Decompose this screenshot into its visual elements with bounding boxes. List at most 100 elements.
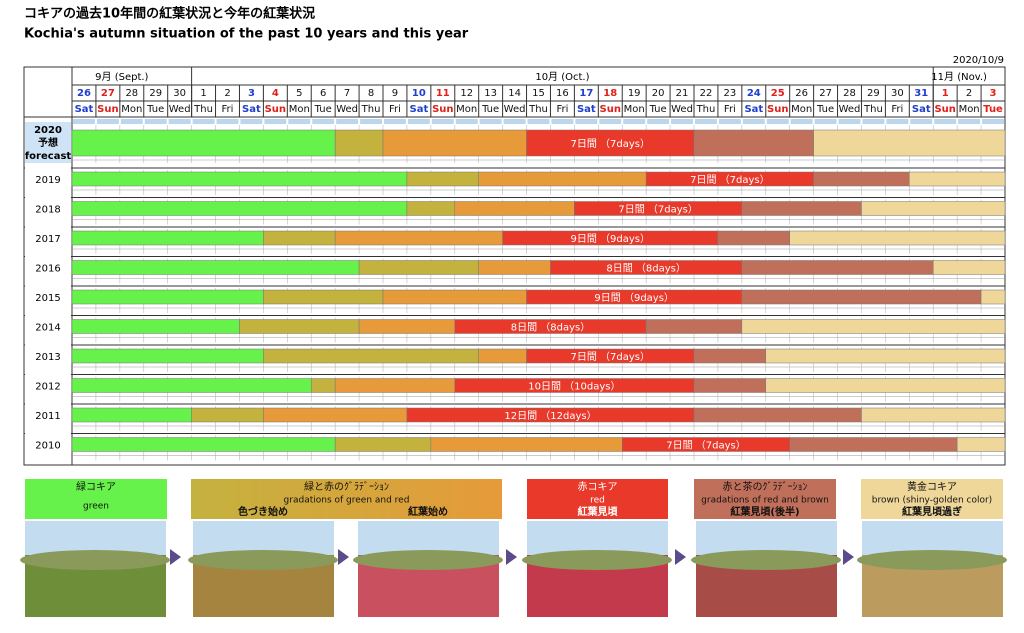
- day-label: 31: [914, 88, 928, 99]
- legend-title: 緑コキア: [76, 480, 116, 493]
- year-label: 2012: [35, 382, 60, 393]
- weekday-label: Mon: [456, 104, 477, 115]
- strip-cell: [144, 119, 167, 124]
- weekday-label: Thu: [863, 104, 883, 115]
- strip-cell: [240, 119, 263, 124]
- stage-bar: [239, 319, 360, 334]
- year-cell: [25, 373, 71, 402]
- weekday-label: Thu: [696, 104, 716, 115]
- stage-bar: [71, 319, 240, 334]
- strip-cell: [766, 119, 789, 124]
- strip-cell: [982, 119, 1004, 124]
- date: 2020/10/9: [953, 55, 1004, 66]
- weekday-label: Tue: [816, 104, 834, 115]
- weekday-label: Wed: [169, 104, 191, 115]
- year-cell: [25, 255, 71, 284]
- arrow: [338, 549, 349, 565]
- strip-cell: [73, 119, 95, 124]
- year-cell: [25, 122, 71, 163]
- weekday-label: Wed: [336, 104, 358, 115]
- year-label: 2010: [35, 441, 60, 452]
- legend-sub: gradations of green and red: [284, 496, 410, 506]
- red-label: 8日間 （8days）: [606, 263, 686, 275]
- strip-cell: [503, 119, 526, 124]
- day-label: 10: [412, 88, 426, 99]
- strip-cell: [455, 119, 478, 124]
- strip-cell: [120, 119, 143, 124]
- weekday-label: Wed: [671, 104, 693, 115]
- year-label: 2016: [35, 264, 60, 275]
- arrow: [675, 549, 686, 565]
- month-label: 9月 (Sept.): [95, 71, 148, 83]
- legend-note: 紅葉始め: [408, 505, 448, 518]
- weekday-label: Tue: [481, 104, 499, 115]
- strip-cell: [336, 119, 359, 124]
- stage-bar: [741, 260, 934, 275]
- day-label: 15: [532, 88, 545, 99]
- legend-box: [191, 479, 502, 519]
- stage-bar: [478, 171, 647, 187]
- stage-bar: [71, 437, 336, 452]
- weekday-label: Sat: [744, 104, 763, 115]
- photo-hill: [522, 550, 672, 570]
- legend-note: 色づき始め: [238, 505, 288, 518]
- day-label: 3: [990, 88, 997, 99]
- strip-cell: [886, 119, 909, 124]
- weekday-label: Fri: [389, 104, 401, 115]
- strip-cell: [910, 119, 933, 124]
- day-label: 1: [200, 88, 206, 99]
- strip-cell: [264, 119, 287, 124]
- strip-cell: [288, 119, 311, 124]
- legend-box: [861, 479, 1003, 519]
- photo-hill: [188, 550, 338, 570]
- stage-bar: [789, 437, 958, 452]
- weekday-label: Fri: [556, 104, 568, 115]
- strip-cell: [527, 119, 550, 124]
- strip-cell: [312, 119, 335, 124]
- legend-sub: green: [83, 502, 109, 512]
- legend-note: 紅葉見頃(後半): [730, 505, 799, 518]
- stage-bar: [71, 289, 264, 305]
- day-label: 18: [603, 88, 617, 99]
- day-label: 30: [173, 88, 186, 99]
- weekday-label: Fri: [724, 104, 736, 115]
- day-label: 7: [344, 88, 350, 99]
- strip-cell: [838, 119, 861, 124]
- stage-bar: [71, 378, 312, 393]
- stage-bar: [693, 407, 862, 423]
- red-label: 9日間 （9days）: [594, 292, 674, 304]
- strip-cell: [718, 119, 741, 124]
- weekday-label: Thu: [193, 104, 213, 115]
- weekday-label: Thu: [361, 104, 381, 115]
- day-label: 22: [700, 88, 713, 99]
- year-label: 2015: [35, 293, 60, 304]
- day-label: 21: [676, 88, 689, 99]
- day-label: 13: [484, 88, 497, 99]
- legend-sub: brown (shiny-golden color): [872, 496, 992, 506]
- year-cell: [25, 196, 71, 225]
- red-label: 7日間 （7days）: [618, 204, 698, 216]
- year-label: 2019: [35, 175, 60, 186]
- stage-bar: [334, 378, 456, 393]
- stage-bar: [71, 348, 264, 364]
- stage-bar: [310, 378, 336, 393]
- day-label: 3: [248, 88, 255, 99]
- stage-bar: [741, 289, 982, 305]
- legend-title: 赤と茶のｸﾞﾗﾃﾞｰｼｮﾝ: [723, 480, 808, 493]
- legend-title: 黄金コキア: [907, 480, 957, 493]
- month-label: 11月 (Nov.): [931, 71, 987, 83]
- stage-bar: [861, 407, 1006, 423]
- strip-cell: [384, 119, 406, 124]
- red-label: 7日間 （7days）: [571, 351, 651, 363]
- day-label: 27: [101, 88, 115, 99]
- year-cell: [25, 432, 71, 461]
- stage-bar: [526, 129, 695, 157]
- title: コキアの過去10年間の紅葉状況と今年の紅葉状況: [24, 6, 315, 22]
- weekday-label: Fri: [222, 104, 234, 115]
- red-label: 7日間 （7days）: [690, 174, 770, 186]
- weekday-label: Mon: [121, 104, 142, 115]
- legend-box: [527, 479, 668, 519]
- weekday-label: Sun: [432, 104, 453, 115]
- weekday-label: Wed: [839, 104, 861, 115]
- stage-bar: [71, 129, 336, 157]
